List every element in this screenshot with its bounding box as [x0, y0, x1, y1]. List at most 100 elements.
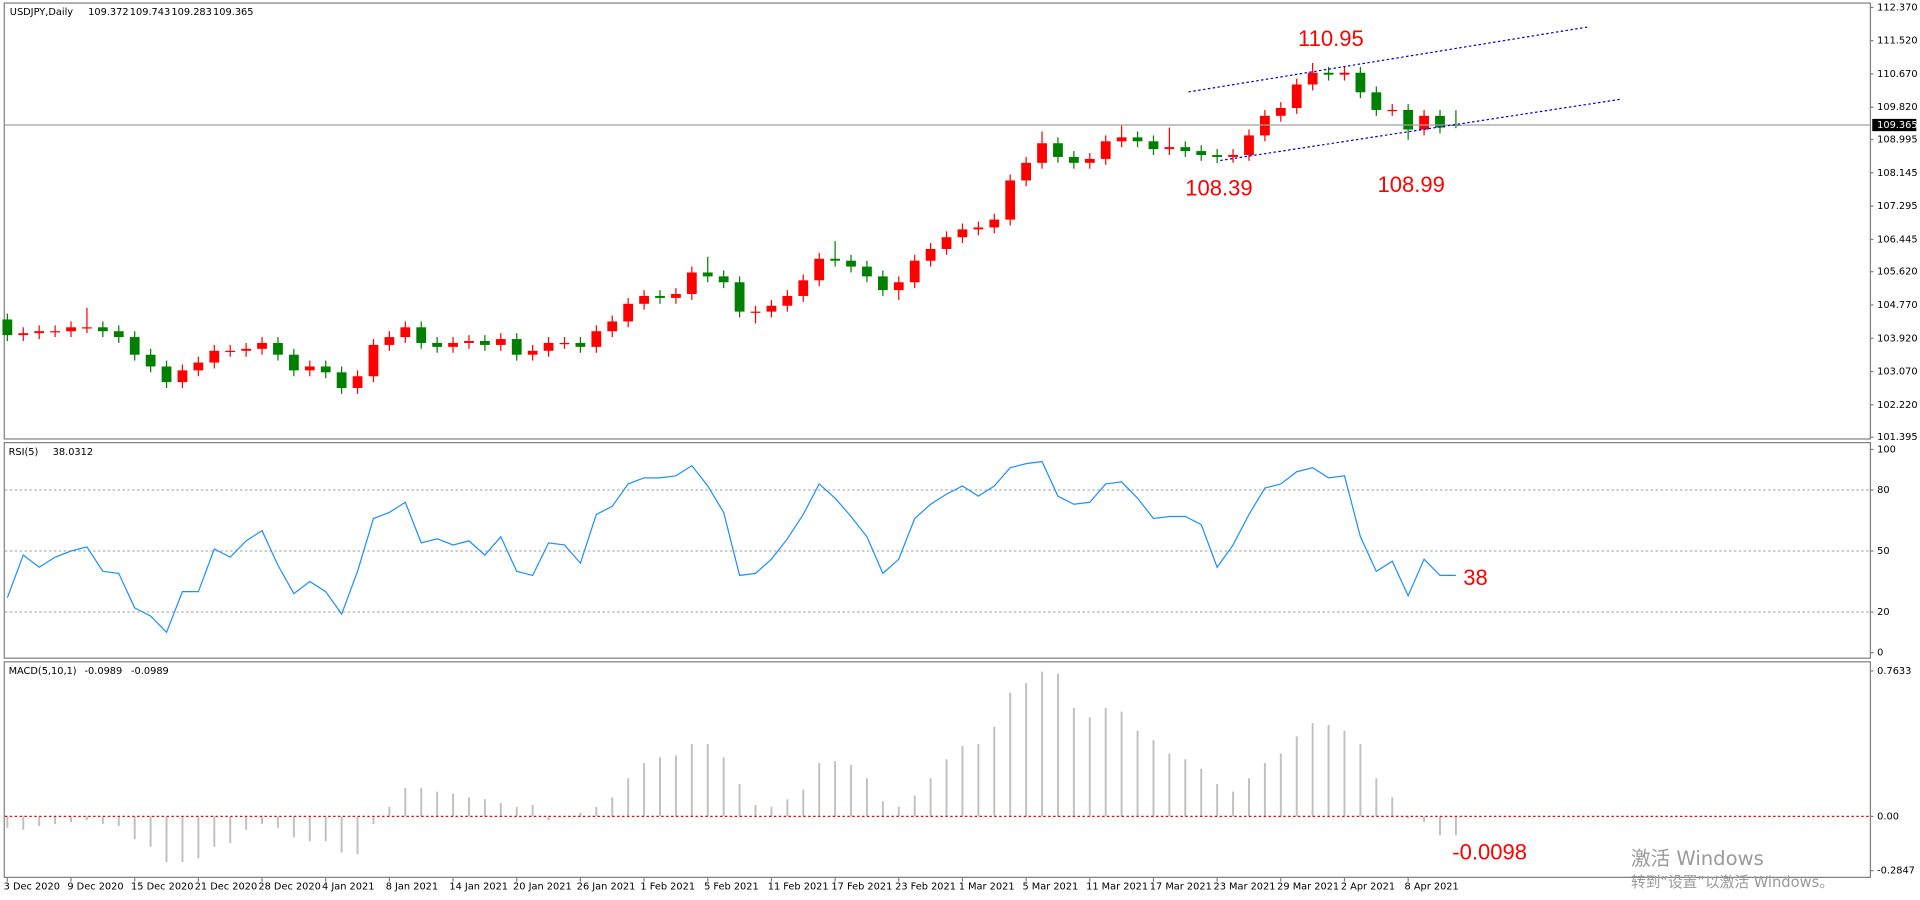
candle-body [814, 258, 825, 281]
x-tick-label: 3 Dec 2020 [4, 882, 60, 893]
candle-body [639, 295, 649, 304]
candle-body [1291, 84, 1302, 108]
y-tick-label: 104.770 [1877, 300, 1917, 311]
y-tick-label: 80 [1877, 485, 1889, 496]
candle-body [543, 342, 554, 351]
x-tick-label: 4 Jan 2021 [322, 882, 374, 893]
macd-title: MACD(5,10,1) [9, 666, 77, 677]
candle-body [957, 229, 968, 238]
candle-body [1244, 135, 1254, 155]
candle-body [559, 342, 570, 345]
x-tick-label: 29 Mar 2021 [1277, 882, 1339, 893]
candle-body [288, 354, 299, 371]
candle-body [591, 331, 602, 347]
y-tick-label: 103.070 [1877, 367, 1917, 378]
current-price-label: 109.365 [1877, 120, 1917, 131]
x-tick-label: 17 Feb 2021 [831, 882, 892, 893]
candle-body [18, 333, 29, 336]
candle-body [702, 272, 713, 277]
y-tick-label: 107.295 [1877, 201, 1917, 212]
candle-body [257, 342, 267, 349]
header-value: 109.372 [88, 7, 128, 18]
candle-body [925, 248, 936, 261]
header-value: 109.365 [213, 7, 253, 18]
candle-body [97, 327, 108, 332]
x-tick-label: 1 Mar 2021 [959, 882, 1015, 893]
candle-body [1068, 156, 1079, 163]
candle-body [2, 319, 13, 336]
candle-body [209, 350, 220, 363]
x-tick-label: 14 Jan 2021 [449, 882, 508, 893]
candle-body [336, 372, 347, 388]
candle-body [50, 331, 60, 333]
candle-body [495, 339, 506, 345]
y-tick-label: 112.370 [1877, 2, 1917, 13]
x-tick-label: 23 Mar 2021 [1213, 882, 1275, 893]
candle-body [877, 276, 888, 291]
candle-body [400, 327, 411, 338]
candle-body [766, 305, 777, 312]
candle-body [82, 327, 92, 329]
candle-body [527, 350, 538, 355]
candle-body [1228, 154, 1238, 157]
x-tick-label: 5 Feb 2021 [704, 882, 759, 893]
x-tick-label: 17 Mar 2021 [1150, 882, 1212, 893]
annotation: -0.0098 [1452, 839, 1527, 864]
candle-body [1371, 92, 1382, 110]
candle-body [1116, 137, 1127, 142]
candle-body [416, 327, 427, 343]
annotation: 108.39 [1185, 176, 1252, 201]
y-tick-label: 108.995 [1877, 135, 1917, 146]
candle-body [1100, 141, 1111, 159]
annotation: 108.99 [1378, 172, 1445, 197]
candle-body [304, 366, 315, 371]
candle-body [623, 303, 634, 322]
header-value: 109.743 [130, 7, 170, 18]
header-value: 109.283 [171, 7, 211, 18]
candle-body [241, 348, 252, 351]
candle-body [1435, 115, 1445, 128]
x-tick-label: 11 Feb 2021 [768, 882, 829, 893]
x-tick-label: 21 Dec 2020 [195, 882, 258, 893]
candle-body [368, 344, 379, 377]
candle-body [607, 321, 618, 332]
candle-body [1323, 72, 1334, 75]
header-value: 38.0312 [53, 447, 93, 458]
candle-body [862, 266, 872, 277]
x-tick-label: 2 Apr 2021 [1341, 882, 1395, 893]
candle-body [671, 294, 681, 298]
candle-body [66, 327, 76, 332]
header-value: -0.0989 [84, 666, 122, 677]
candle-body [655, 295, 665, 298]
y-tick-label: 20 [1877, 607, 1889, 618]
x-tick-label: 8 Apr 2021 [1404, 882, 1458, 893]
candle-body [830, 258, 840, 261]
candle-body [973, 227, 984, 230]
y-tick-label: 103.920 [1877, 333, 1917, 344]
candle-body [909, 260, 920, 283]
annotation: 38 [1463, 565, 1488, 590]
watermark: 激活 Windows [1631, 847, 1764, 870]
candle-body [1212, 154, 1223, 157]
candle-body [1148, 141, 1159, 150]
y-tick-label: 111.520 [1877, 36, 1917, 47]
candle-body [352, 376, 363, 388]
candle-body [1403, 109, 1414, 130]
macd-panel [3, 661, 1872, 878]
candle-body [893, 282, 904, 291]
rsi-line [6, 460, 1456, 634]
y-tick-label: 105.620 [1877, 267, 1917, 278]
y-tick-label: 101.395 [1877, 432, 1917, 443]
candle-body [1132, 137, 1143, 142]
annotation: 110.95 [1298, 26, 1364, 51]
x-tick-label: 20 Jan 2021 [513, 882, 572, 893]
candle-body [989, 219, 1000, 228]
y-tick-label: 108.145 [1877, 168, 1917, 179]
candle-body [193, 362, 204, 371]
candle-body [1339, 72, 1350, 75]
y-tick-label: 50 [1877, 546, 1889, 557]
watermark: 转到“设置”以激活 Windows。 [1631, 874, 1834, 891]
